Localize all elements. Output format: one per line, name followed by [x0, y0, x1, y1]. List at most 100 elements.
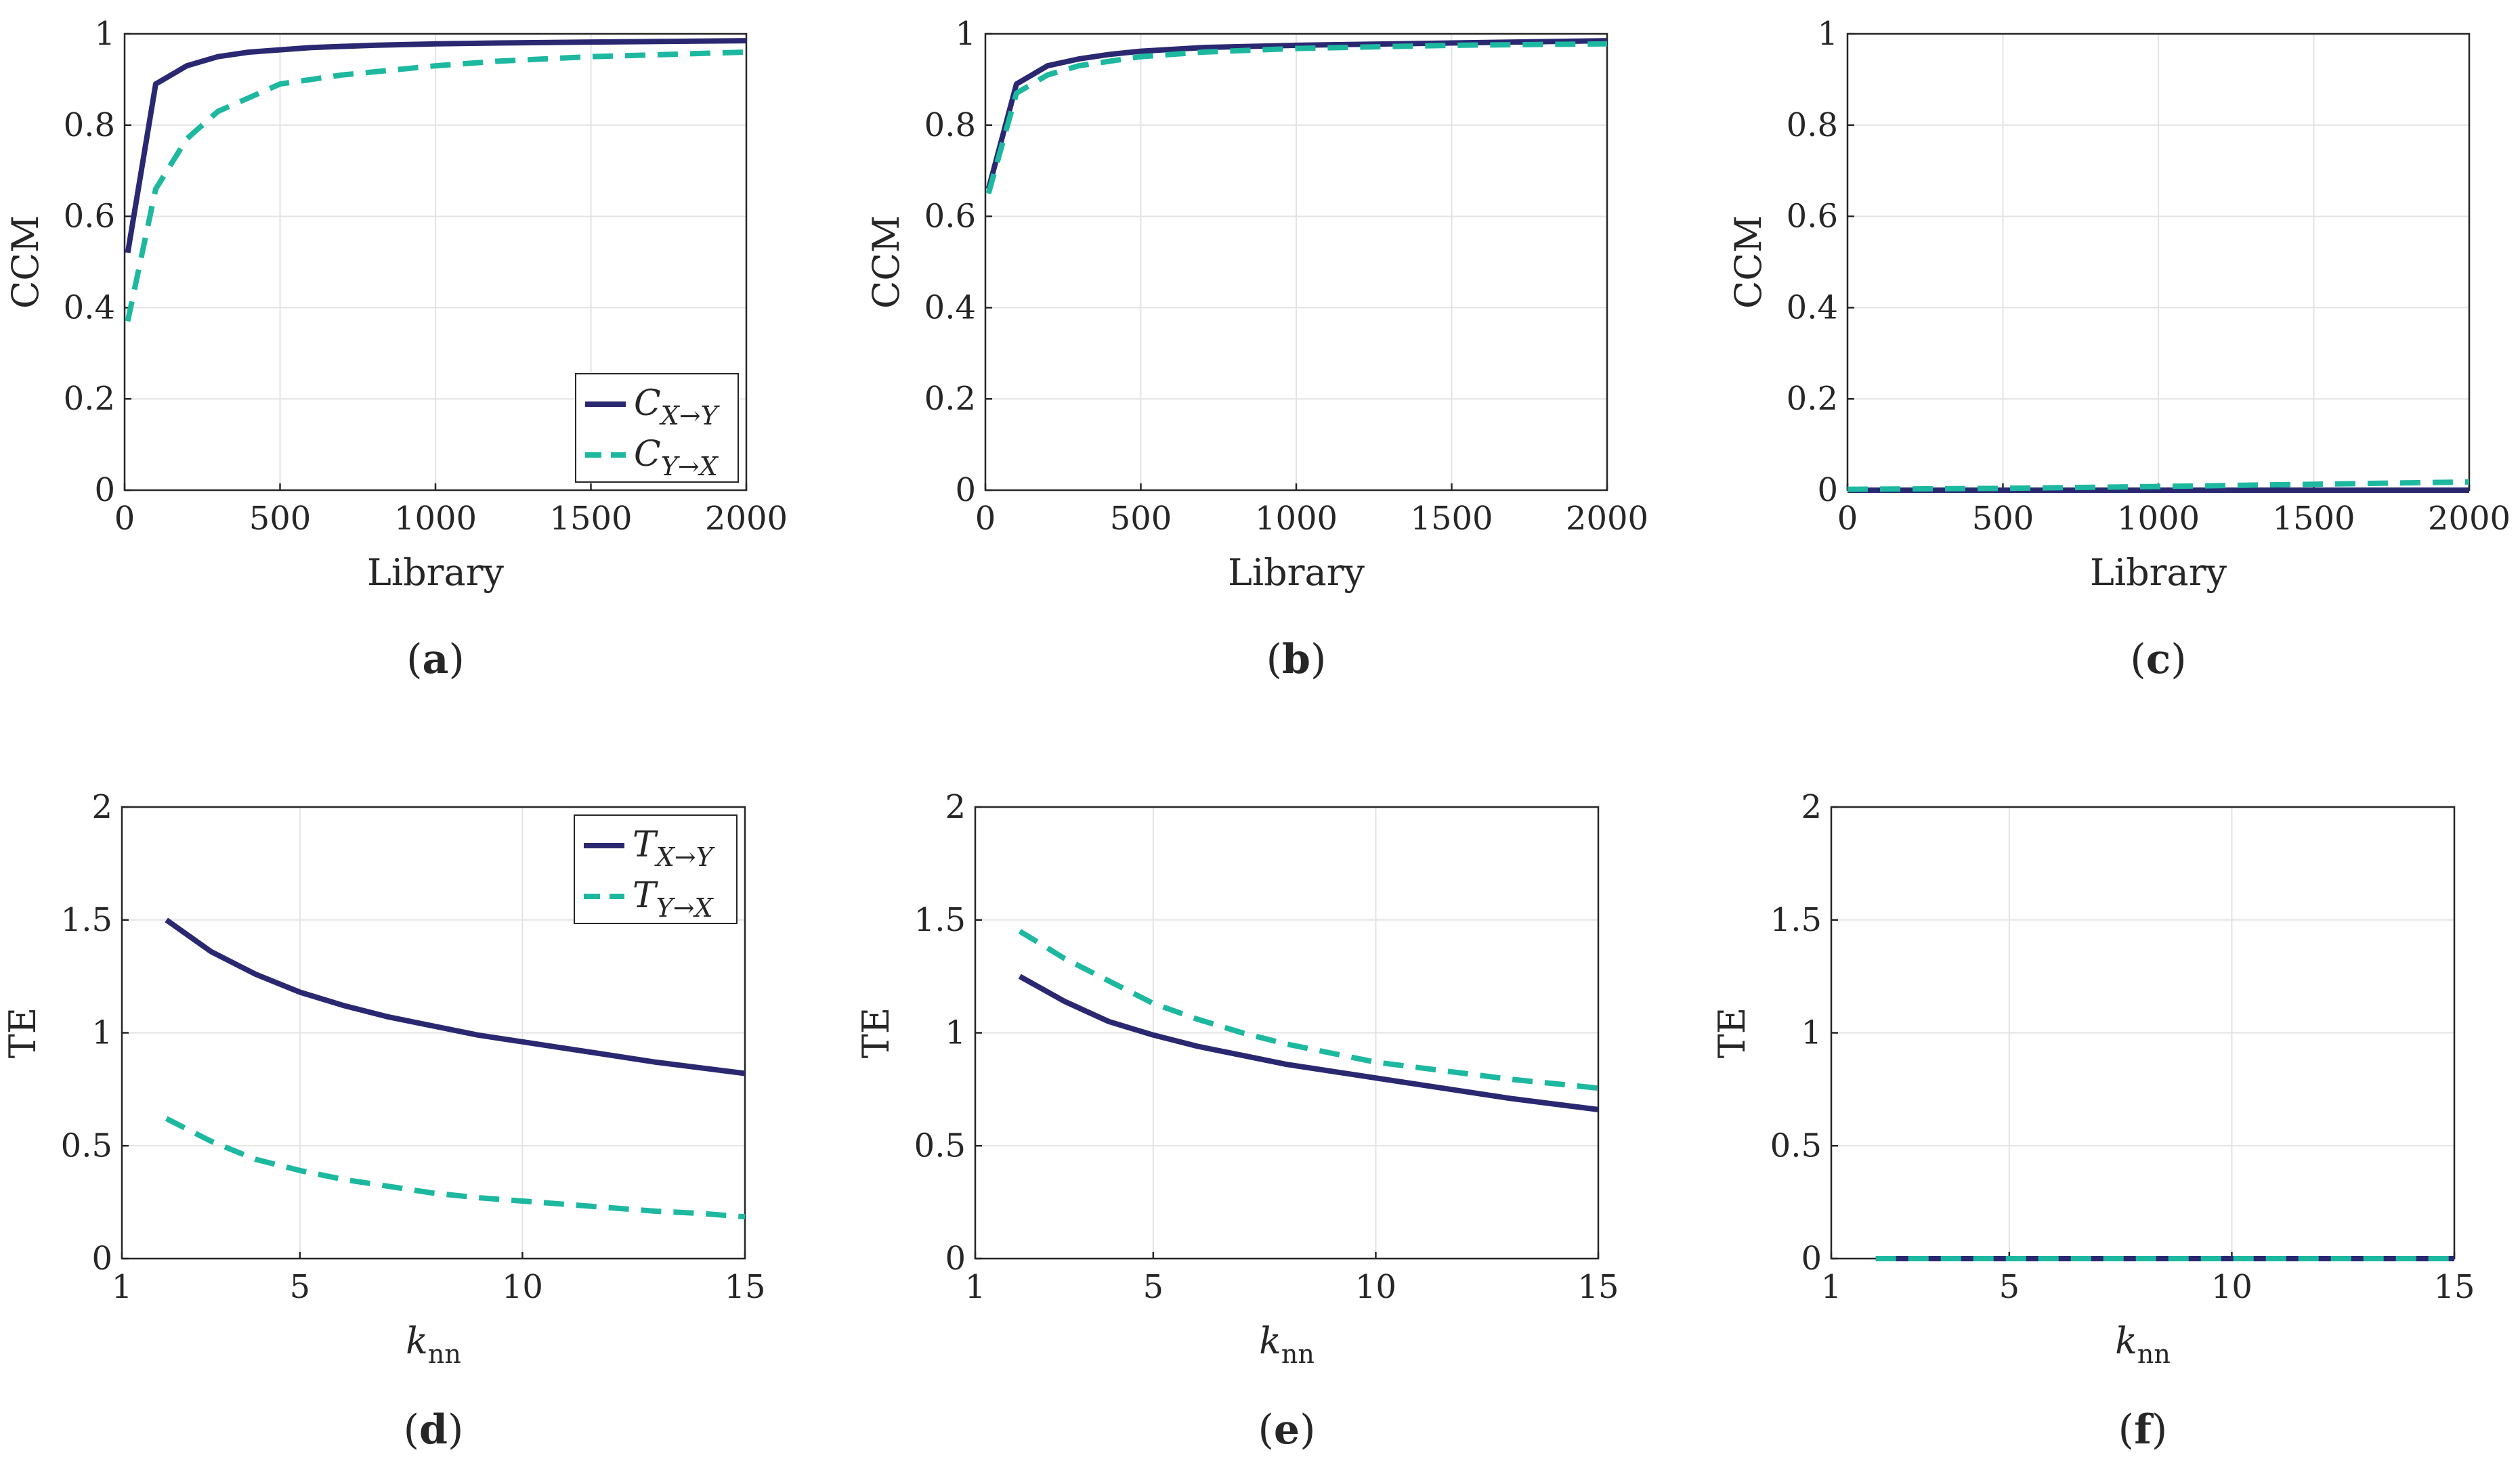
y-tick-label: 1.5 [914, 901, 966, 939]
y-tick-label: 0 [1817, 471, 1838, 509]
x-axis-label: knn [1259, 1320, 1315, 1369]
y-tick-label: 1.5 [1770, 901, 1822, 939]
x-tick-label: 500 [1972, 500, 2034, 538]
panel-label-letter: b [1282, 636, 1310, 683]
y-tick-label: 0 [91, 1240, 112, 1278]
y-tick-label: 1 [955, 15, 976, 53]
x-tick-label: 5 [1999, 1268, 2020, 1306]
legend: TX→YTY→X [574, 814, 738, 924]
legend-label-y-to-x: TY→X [633, 875, 714, 923]
legend-label-symbol: T [633, 825, 658, 865]
chart-panel-b: 0 500 1000 1500 2000 0 0.2 0.4 0.6 0.8 1 Library CCM… [865, 15, 1648, 683]
y-tick-label: 0.4 [64, 288, 115, 326]
panel-label-letter: d [419, 1406, 448, 1454]
panel-label-close-paren: ) [2171, 636, 2186, 683]
panel-label: (a) [406, 636, 465, 683]
x-axis-label: Library [2090, 551, 2227, 594]
x-tick-label: 10 [2211, 1268, 2252, 1306]
x-tick-label: 0 [1837, 500, 1858, 538]
legend-box [575, 373, 739, 483]
panel-label-open-paren: ( [1266, 636, 1282, 683]
x-tick-label: 10 [502, 1268, 543, 1306]
y-tick-label: 2 [91, 788, 112, 826]
x-tick-label: 1000 [2117, 500, 2200, 538]
series-line-x-to-y [165, 917, 746, 1076]
x-axis-label-subscript: nn [428, 1339, 461, 1369]
x-tick-label: 1000 [394, 500, 477, 538]
panel-label: (d) [404, 1406, 464, 1454]
panel-label: (b) [1266, 636, 1327, 683]
panel-label: (f) [2118, 1406, 2168, 1454]
y-axis-label: CCM [865, 215, 907, 309]
x-axis-label: knn [406, 1320, 461, 1369]
legend-box [574, 814, 738, 924]
y-tick-label: 0.8 [64, 106, 115, 144]
panel-label-letter: a [423, 636, 449, 683]
x-tick-label: 2000 [1566, 500, 1648, 538]
legend-label-subscript: X→Y [654, 842, 716, 872]
chart-panel-c: 0 500 1000 1500 2000 0 0.2 0.4 0.6 0.8 1 Library CCM… [1727, 15, 2511, 683]
x-axis-label: Library [367, 551, 505, 594]
series-line-y-to-x [985, 41, 1608, 194]
x-tick-label: 15 [1577, 1268, 1619, 1306]
y-tick-label: 0.2 [64, 380, 115, 418]
panel-label-close-paren: ) [2152, 1406, 2167, 1454]
x-tick-label: 1500 [549, 500, 632, 538]
series-line-y-to-x [1847, 479, 2470, 492]
y-tick-label: 0.8 [924, 106, 976, 144]
x-tick-label: 1000 [1255, 500, 1338, 538]
y-tick-label: 2 [1801, 788, 1822, 826]
x-tick-label: 15 [2433, 1268, 2475, 1306]
legend-label-subscript: X→Y [659, 401, 721, 431]
legend-label-symbol: C [634, 434, 661, 475]
legend-label-x-to-y: TX→Y [633, 825, 716, 872]
series-line-x-to-y [1018, 974, 1599, 1112]
x-tick-label: 1 [1821, 1268, 1842, 1306]
x-tick-label: 1 [112, 1268, 133, 1306]
panel-label: (c) [2130, 636, 2186, 683]
y-axis-label: TE [1, 1007, 44, 1058]
y-axis-label: TE [1711, 1007, 1753, 1058]
y-tick-label: 0 [94, 471, 115, 509]
y-tick-label: 1 [94, 15, 115, 53]
panel-label-letter: e [1274, 1406, 1300, 1454]
legend-label-x-to-y: CX→Y [634, 383, 721, 431]
panel-label-open-paren: ( [2118, 1406, 2134, 1454]
panel-label: (e) [1258, 1406, 1315, 1454]
series-line-x-to-y [125, 38, 747, 254]
panel-label-letter: f [2134, 1406, 2154, 1454]
y-tick-label: 2 [945, 788, 966, 826]
y-tick-label: 0.6 [924, 198, 976, 236]
series-line-x-to-y [985, 38, 1608, 190]
y-tick-label: 0 [955, 471, 976, 509]
x-axis-label-main: k [2115, 1320, 2137, 1362]
y-tick-label: 0 [1801, 1240, 1822, 1278]
x-tick-label: 1 [965, 1268, 986, 1306]
x-tick-label: 0 [114, 500, 135, 538]
y-tick-label: 0.2 [924, 380, 976, 418]
x-tick-label: 5 [1143, 1268, 1164, 1306]
x-axis-label-subscript: nn [2137, 1339, 2171, 1369]
x-tick-label: 10 [1355, 1268, 1396, 1306]
legend-label-y-to-x: CY→X [634, 434, 719, 481]
panel-label-close-paren: ) [1310, 636, 1326, 683]
y-tick-label: 0.2 [1787, 380, 1838, 418]
y-tick-label: 0.4 [924, 288, 976, 326]
y-tick-label: 0 [945, 1240, 966, 1278]
y-tick-label: 1 [91, 1014, 112, 1052]
legend-label-symbol: T [633, 875, 658, 916]
y-tick-label: 0.5 [914, 1127, 966, 1164]
x-tick-label: 500 [1110, 500, 1172, 538]
y-tick-label: 1 [1801, 1014, 1822, 1052]
y-tick-label: 0.8 [1787, 106, 1838, 144]
y-axis-label: CCM [1727, 215, 1770, 309]
x-tick-label: 1500 [1410, 500, 1493, 538]
panel-label-close-paren: ) [448, 1406, 463, 1454]
x-axis-label-main: k [1259, 1320, 1281, 1362]
y-tick-label: 1 [1817, 15, 1838, 53]
x-tick-label: 15 [724, 1268, 765, 1306]
x-tick-label: 500 [249, 500, 312, 538]
panel-label-letter: c [2146, 636, 2171, 683]
